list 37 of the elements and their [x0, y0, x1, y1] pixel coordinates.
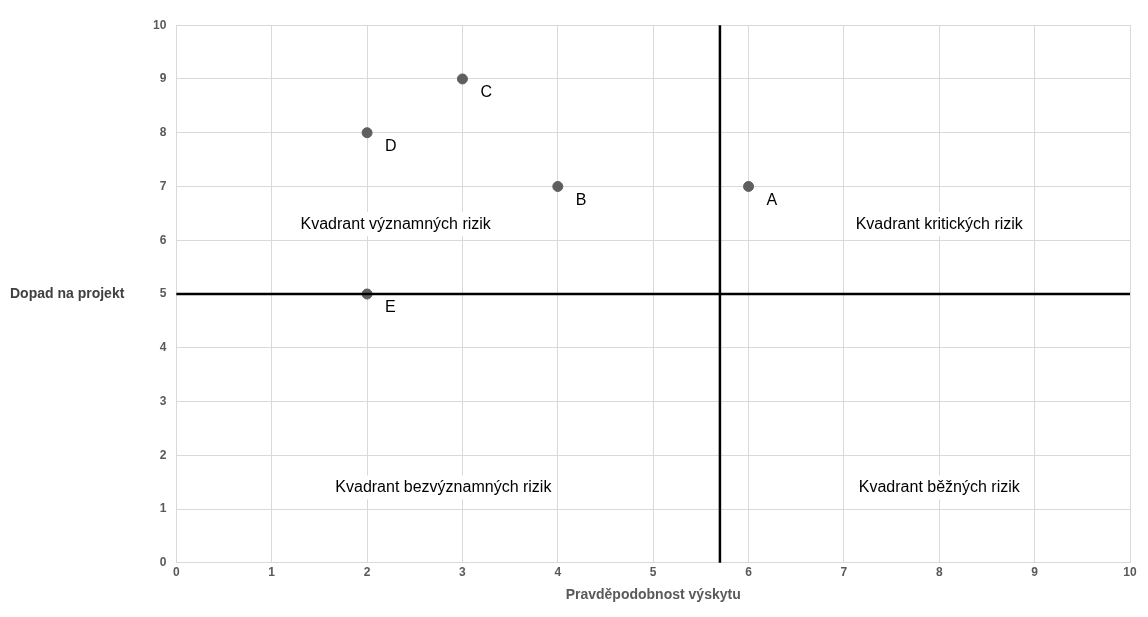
y-axis-title: Dopad na projekt — [10, 284, 125, 301]
x-tick-label: 1 — [268, 565, 276, 580]
y-tick-label: 8 — [159, 125, 167, 140]
y-tick-label: 7 — [159, 178, 167, 193]
x-tick-label: 4 — [554, 565, 562, 580]
x-axis-title: Pravděpodobnost výskytu — [565, 586, 741, 603]
y-tick-label: 6 — [159, 232, 167, 247]
y-tick-label: 4 — [159, 340, 167, 355]
point — [456, 73, 468, 85]
y-tick-label: 9 — [159, 71, 167, 86]
annotation: Kvadrant bezvýznamných rizik — [335, 477, 553, 495]
y-tick-label: 0 — [159, 555, 167, 570]
data-label: D — [385, 137, 397, 155]
annotation: Kvadrant kritických rizik — [855, 214, 1024, 232]
x-tick-label: 6 — [745, 565, 753, 580]
y-tick-label: 10 — [152, 17, 167, 32]
x-tick-label: 2 — [363, 565, 371, 580]
data-label: B — [575, 190, 587, 208]
y-tick-label: 1 — [159, 501, 167, 516]
annotation: Kvadrant běžných rizik — [858, 477, 1021, 495]
x-tick-label: 0 — [173, 565, 180, 580]
data-label: E — [385, 298, 396, 316]
x-tick-label: 8 — [935, 565, 943, 580]
y-tick-label: 5 — [159, 286, 167, 301]
data-label: A — [766, 190, 778, 208]
x-tick-label: 9 — [1031, 565, 1039, 580]
point — [361, 127, 373, 139]
x-tick-label: 3 — [459, 565, 467, 580]
x-tick-label: 10 — [1123, 565, 1137, 580]
point — [743, 180, 755, 192]
x-tick-label: 5 — [649, 565, 657, 580]
y-tick-label: 3 — [159, 393, 167, 408]
annotation: Kvadrant významných rizik — [300, 214, 492, 232]
x-tick-label: 7 — [840, 565, 848, 580]
data-label: C — [480, 83, 493, 101]
point — [552, 180, 564, 192]
y-tick-label: 2 — [159, 447, 167, 462]
